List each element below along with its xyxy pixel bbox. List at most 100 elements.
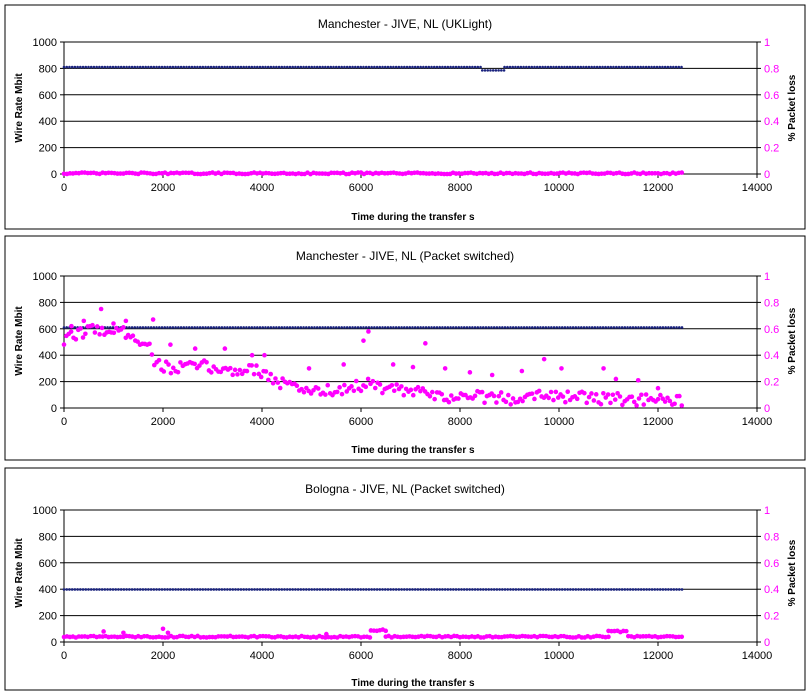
data-point	[424, 588, 428, 591]
data-point	[157, 326, 161, 329]
data-point	[261, 588, 265, 591]
data-point	[525, 588, 529, 591]
data-point	[626, 326, 629, 329]
data-point	[460, 588, 463, 591]
data-point	[392, 588, 395, 591]
data-point	[465, 588, 469, 591]
gridlines	[60, 275, 761, 412]
data-point	[677, 393, 682, 399]
data-point	[340, 588, 343, 591]
data-point	[250, 326, 254, 329]
data-point	[269, 588, 273, 591]
data-point	[239, 65, 243, 69]
data-point	[339, 391, 345, 397]
data-point	[472, 393, 478, 399]
data-point	[443, 65, 447, 69]
data-point	[215, 326, 218, 329]
data-point	[448, 393, 454, 398]
chart-panel: Manchester - JIVE, NL (Packet switched) …	[4, 235, 806, 461]
data-point	[156, 357, 162, 363]
data-point	[375, 65, 379, 69]
data-point	[212, 65, 216, 69]
data-point	[111, 330, 117, 336]
data-point	[650, 326, 654, 329]
data-point	[61, 342, 67, 347]
data-point	[672, 326, 676, 329]
data-point	[264, 326, 267, 329]
data-point	[582, 326, 586, 329]
y2-tick-label: 1	[764, 271, 770, 283]
data-point	[323, 392, 328, 397]
data-point	[125, 588, 128, 591]
panel-frame	[4, 4, 806, 230]
data-point	[356, 65, 360, 69]
data-point	[313, 588, 316, 591]
data-point	[138, 65, 142, 69]
data-point	[555, 395, 561, 400]
y2-tick-label: 0	[764, 169, 770, 181]
data-point	[177, 65, 180, 69]
data-point	[650, 588, 654, 591]
data-point	[381, 588, 384, 591]
data-point	[220, 588, 224, 591]
data-point	[480, 69, 484, 72]
x-tick-label: 8000	[448, 416, 472, 428]
data-point	[277, 65, 281, 69]
data-point	[324, 326, 327, 329]
y2-axis-label: % Packet loss	[787, 74, 798, 141]
data-point	[490, 326, 493, 329]
data-point	[530, 65, 534, 69]
data-point	[334, 389, 340, 395]
data-point	[235, 372, 240, 377]
data-point	[234, 588, 237, 591]
data-point	[174, 65, 177, 69]
data-point	[389, 382, 395, 388]
data-point	[416, 65, 420, 69]
data-point	[375, 326, 379, 329]
data-point	[163, 326, 167, 329]
data-point	[250, 65, 254, 69]
data-point	[161, 369, 167, 374]
data-point	[87, 65, 90, 69]
data-point	[337, 65, 341, 69]
data-point	[476, 326, 480, 329]
data-point	[291, 326, 294, 329]
data-point	[263, 369, 269, 374]
data-point	[430, 588, 433, 591]
data-point	[73, 337, 79, 342]
data-point	[321, 326, 324, 329]
data-point	[171, 588, 175, 591]
data-point	[341, 362, 346, 367]
data-point	[672, 401, 677, 407]
data-point	[147, 326, 150, 329]
data-point	[258, 588, 262, 591]
data-point	[511, 326, 515, 329]
data-point	[427, 588, 431, 591]
data-point	[628, 65, 632, 69]
data-point	[354, 65, 357, 69]
data-point	[541, 356, 547, 362]
data-point	[552, 326, 556, 329]
y-tick-label: 600	[39, 558, 57, 570]
data-point	[283, 326, 286, 329]
data-point	[489, 69, 492, 72]
data-point	[432, 326, 436, 329]
data-point	[283, 65, 286, 69]
data-point	[247, 65, 251, 69]
data-point	[625, 65, 629, 69]
data-point	[658, 326, 662, 329]
x-tick-label: 14000	[742, 182, 773, 194]
data-point	[527, 65, 531, 69]
data-point	[242, 326, 245, 329]
data-point	[212, 326, 216, 329]
data-point	[579, 326, 583, 329]
data-point	[454, 65, 458, 69]
data-point	[251, 371, 257, 377]
data-point	[340, 326, 343, 329]
data-point	[302, 326, 305, 329]
data-point	[193, 588, 196, 591]
data-point	[538, 65, 542, 69]
data-point	[378, 65, 382, 69]
data-point	[121, 630, 126, 636]
data-point	[560, 588, 564, 591]
